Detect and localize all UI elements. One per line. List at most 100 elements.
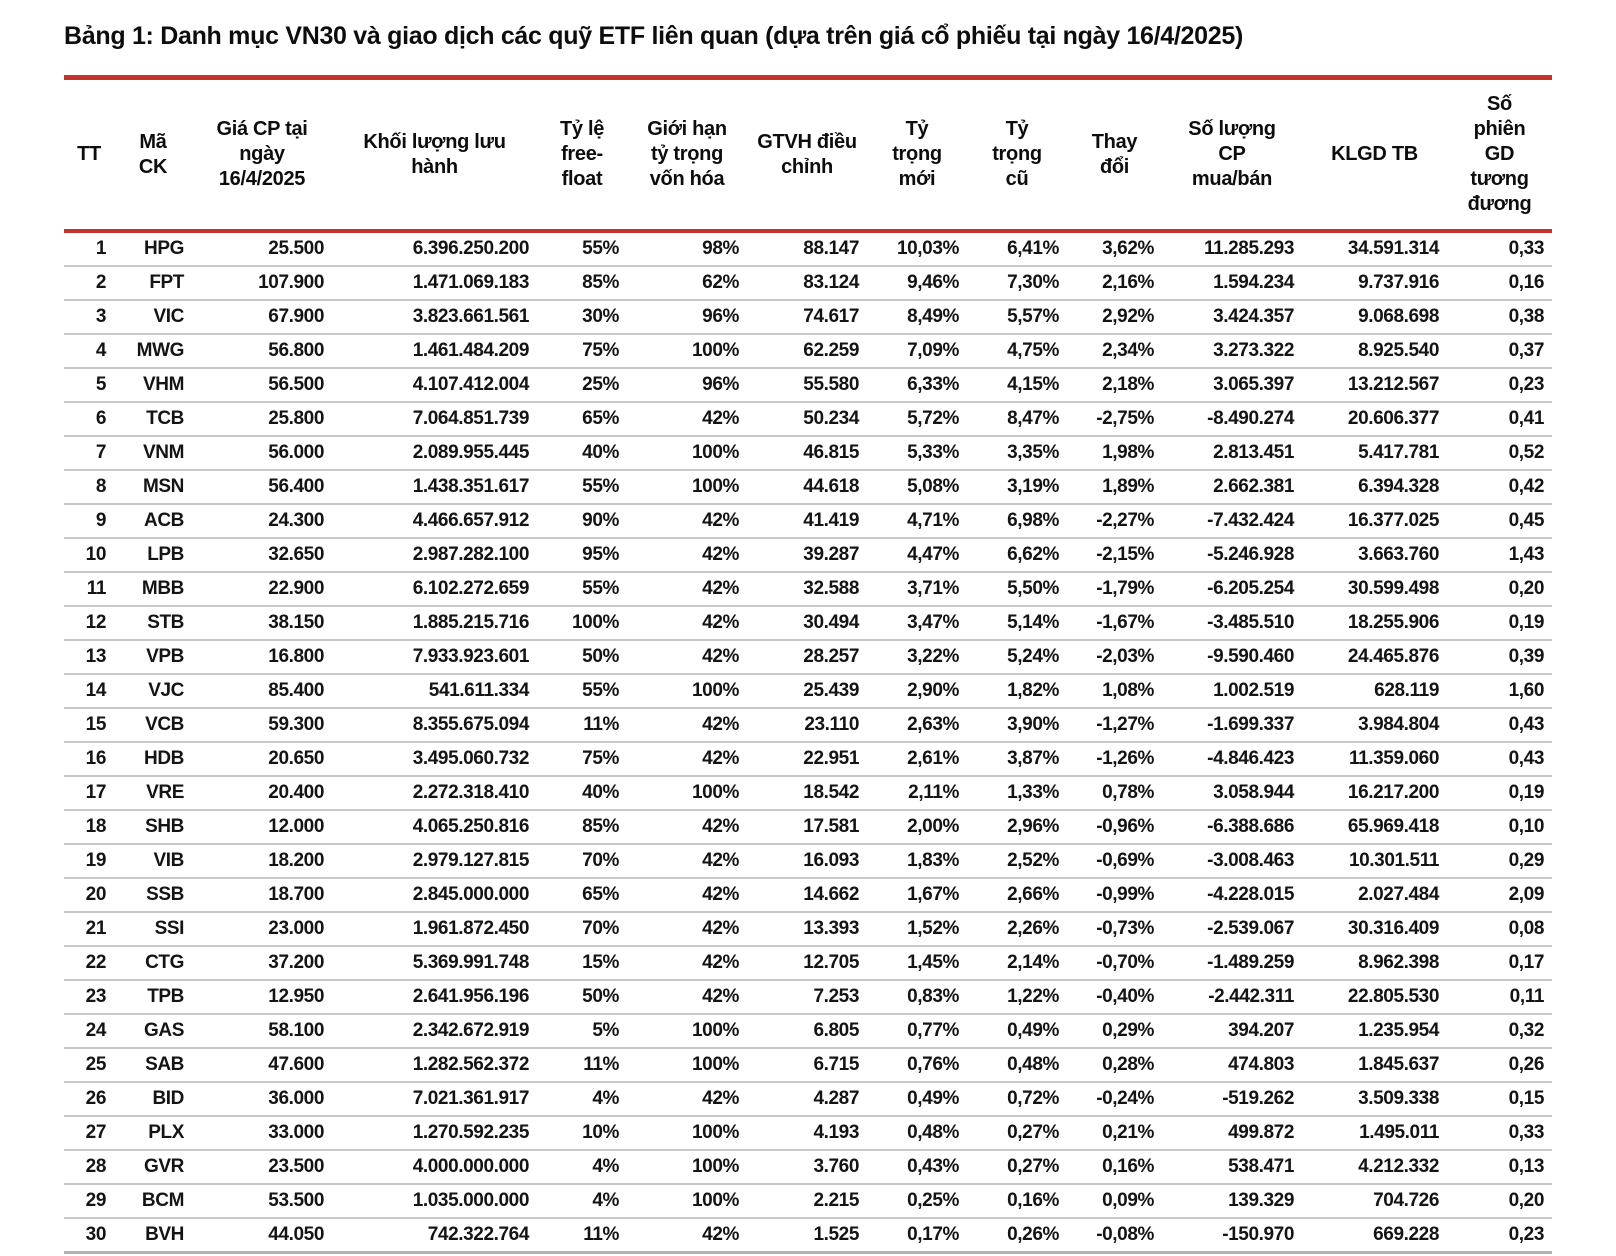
- cell-freefloat: 65%: [537, 878, 627, 913]
- cell-slcp: 11.285.293: [1162, 231, 1302, 267]
- cell-sophien: 0,33: [1447, 231, 1552, 267]
- cell-gioihan: 62%: [627, 266, 747, 301]
- cell-freefloat: 85%: [537, 266, 627, 301]
- table-row: 13 VPB 16.800 7.933.923.601 50% 42% 28.257 3,22…: [64, 640, 1552, 675]
- cell-gioihan: 42%: [627, 606, 747, 641]
- cell-gioihan: 42%: [627, 402, 747, 437]
- cell-kllh: 2.089.955.445: [332, 436, 537, 471]
- column-header-gtvh: GTVH điều chỉnh: [747, 75, 867, 233]
- cell-klgd: 4.212.332: [1302, 1150, 1447, 1185]
- cell-thaydoi: -0,08%: [1067, 1218, 1162, 1254]
- cell-gia: 20.650: [192, 742, 332, 777]
- cell-ttcu: 4,15%: [967, 368, 1067, 403]
- table-body: 1 HPG 25.500 6.396.250.200 55% 98% 88.147 10,03…: [64, 231, 1552, 1254]
- cell-ttmoi: 1,83%: [867, 844, 967, 879]
- cell-gioihan: 42%: [627, 912, 747, 947]
- cell-freefloat: 15%: [537, 946, 627, 981]
- cell-kllh: 1.471.069.183: [332, 266, 537, 301]
- cell-gtvh: 50.234: [747, 402, 867, 437]
- cell-ttmoi: 8,49%: [867, 300, 967, 335]
- cell-gtvh: 22.951: [747, 742, 867, 777]
- cell-klgd: 16.217.200: [1302, 776, 1447, 811]
- cell-sophien: 0,43: [1447, 708, 1552, 743]
- cell-tt: 12: [64, 606, 114, 641]
- cell-klgd: 3.663.760: [1302, 538, 1447, 573]
- cell-ttcu: 2,96%: [967, 810, 1067, 845]
- cell-ma_ck: ACB: [114, 504, 192, 539]
- cell-gioihan: 100%: [627, 436, 747, 471]
- column-header-sophien: Số phiên GD tương đương: [1447, 75, 1552, 233]
- cell-gia: 23.500: [192, 1150, 332, 1185]
- cell-gtvh: 23.110: [747, 708, 867, 743]
- cell-thaydoi: 0,29%: [1067, 1014, 1162, 1049]
- cell-gia: 58.100: [192, 1014, 332, 1049]
- cell-gia: 24.300: [192, 504, 332, 539]
- table-row: 25 SAB 47.600 1.282.562.372 11% 100% 6.715 0,76…: [64, 1048, 1552, 1083]
- cell-gtvh: 30.494: [747, 606, 867, 641]
- cell-gtvh: 41.419: [747, 504, 867, 539]
- cell-thaydoi: -0,69%: [1067, 844, 1162, 879]
- cell-klgd: 9.737.916: [1302, 266, 1447, 301]
- cell-gia: 22.900: [192, 572, 332, 607]
- cell-sophien: 0,16: [1447, 266, 1552, 301]
- cell-ttmoi: 5,33%: [867, 436, 967, 471]
- cell-gtvh: 46.815: [747, 436, 867, 471]
- cell-slcp: -8.490.274: [1162, 402, 1302, 437]
- cell-thaydoi: -0,73%: [1067, 912, 1162, 947]
- table-row: 5 VHM 56.500 4.107.412.004 25% 96% 55.580 6,33%…: [64, 368, 1552, 403]
- cell-slcp: 499.872: [1162, 1116, 1302, 1151]
- cell-gia: 32.650: [192, 538, 332, 573]
- cell-ma_ck: VIB: [114, 844, 192, 879]
- cell-sophien: 0,26: [1447, 1048, 1552, 1083]
- cell-thaydoi: 2,18%: [1067, 368, 1162, 403]
- cell-sophien: 0,08: [1447, 912, 1552, 947]
- cell-gioihan: 42%: [627, 844, 747, 879]
- cell-gia: 20.400: [192, 776, 332, 811]
- cell-tt: 16: [64, 742, 114, 777]
- cell-klgd: 13.212.567: [1302, 368, 1447, 403]
- cell-slcp: -3.485.510: [1162, 606, 1302, 641]
- cell-slcp: -7.432.424: [1162, 504, 1302, 539]
- cell-thaydoi: 0,09%: [1067, 1184, 1162, 1219]
- cell-ma_ck: SHB: [114, 810, 192, 845]
- cell-sophien: 0,39: [1447, 640, 1552, 675]
- header-row: TT Mã CK Giá CP tại ngày 16/4/2025 Khối lượ…: [64, 75, 1552, 233]
- cell-freefloat: 70%: [537, 912, 627, 947]
- cell-tt: 2: [64, 266, 114, 301]
- cell-kllh: 541.611.334: [332, 674, 537, 709]
- cell-klgd: 9.068.698: [1302, 300, 1447, 335]
- cell-freefloat: 40%: [537, 436, 627, 471]
- cell-kllh: 1.270.592.235: [332, 1116, 537, 1151]
- table-row: 11 MBB 22.900 6.102.272.659 55% 42% 32.588 3,71…: [64, 572, 1552, 607]
- cell-ttcu: 6,62%: [967, 538, 1067, 573]
- cell-gtvh: 13.393: [747, 912, 867, 947]
- column-header-kllh: Khối lượng lưu hành: [332, 75, 537, 233]
- cell-ttmoi: 10,03%: [867, 231, 967, 267]
- table-row: 19 VIB 18.200 2.979.127.815 70% 42% 16.093 1,83…: [64, 844, 1552, 879]
- cell-klgd: 18.255.906: [1302, 606, 1447, 641]
- cell-ttcu: 3,19%: [967, 470, 1067, 505]
- cell-sophien: 0,37: [1447, 334, 1552, 369]
- cell-ttcu: 0,16%: [967, 1184, 1067, 1219]
- table-row: 2 FPT 107.900 1.471.069.183 85% 62% 83.124 9,46…: [64, 266, 1552, 301]
- cell-slcp: 1.002.519: [1162, 674, 1302, 709]
- cell-freefloat: 4%: [537, 1150, 627, 1185]
- cell-ma_ck: VPB: [114, 640, 192, 675]
- cell-kllh: 742.322.764: [332, 1218, 537, 1254]
- table-row: 6 TCB 25.800 7.064.851.739 65% 42% 50.234 5,72%…: [64, 402, 1552, 437]
- cell-sophien: 0,20: [1447, 1184, 1552, 1219]
- cell-freefloat: 55%: [537, 572, 627, 607]
- cell-ttcu: 0,49%: [967, 1014, 1067, 1049]
- cell-ttmoi: 5,08%: [867, 470, 967, 505]
- cell-tt: 4: [64, 334, 114, 369]
- cell-ttmoi: 0,43%: [867, 1150, 967, 1185]
- cell-ttcu: 6,98%: [967, 504, 1067, 539]
- cell-slcp: -6.205.254: [1162, 572, 1302, 607]
- cell-slcp: -519.262: [1162, 1082, 1302, 1117]
- cell-ttmoi: 1,52%: [867, 912, 967, 947]
- cell-sophien: 1,43: [1447, 538, 1552, 573]
- column-header-slcp: Số lượng CP mua/bán: [1162, 75, 1302, 233]
- cell-klgd: 8.962.398: [1302, 946, 1447, 981]
- cell-ma_ck: VIC: [114, 300, 192, 335]
- cell-ma_ck: MSN: [114, 470, 192, 505]
